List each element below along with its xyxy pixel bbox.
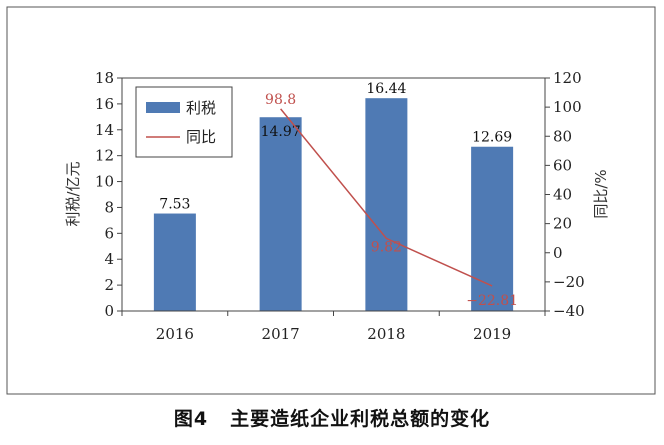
y-tick-label: 16 [95, 95, 114, 113]
y2-tick-label: 100 [553, 98, 582, 116]
left-axis-ticks: 0 2 4 6 8 10 12 14 16 18 [95, 69, 122, 320]
legend-line-label: 同比 [186, 128, 216, 146]
bar [153, 213, 196, 311]
y-tick-label: 12 [95, 147, 114, 165]
y-tick-label: 14 [95, 121, 114, 139]
legend-bar-label: 利税 [186, 99, 216, 117]
chart-frame [6, 6, 656, 395]
y-tick-label: 2 [104, 276, 114, 294]
line-value-label: 98.8 [265, 92, 296, 108]
line-path [280, 108, 493, 287]
bar [259, 117, 302, 311]
y-tick-label: 6 [104, 224, 114, 242]
bar-value-label: 14.97 [261, 124, 301, 140]
x-tick-label: 2018 [367, 325, 405, 343]
y-tick-label: 18 [95, 69, 114, 87]
bar-value-label: 16.44 [366, 81, 406, 97]
x-tick-label: 2017 [262, 325, 300, 343]
bar-value-label: 12.69 [472, 130, 512, 146]
line-value-label: 9.82 [371, 239, 402, 255]
y-tick-label: 8 [104, 198, 114, 216]
y2-tick-label: 20 [553, 215, 572, 233]
x-tick-label: 2019 [473, 325, 511, 343]
figure-number: 图4 [173, 408, 209, 430]
legend-bar-swatch [146, 102, 180, 113]
line-value-label: −22.81 [466, 293, 518, 309]
right-axis-ticks: −40 −20 0 20 40 60 80 100 120 [545, 69, 585, 320]
y2-tick-label: −40 [553, 302, 585, 320]
bar-value-label: 7.53 [159, 197, 190, 213]
plot-area-border [121, 77, 546, 312]
y-axis-label: 利税/亿元 [64, 161, 82, 226]
y2-tick-label: 80 [553, 127, 572, 145]
y2-tick-label: 0 [553, 244, 563, 262]
legend-box [135, 86, 233, 158]
y2-tick-label: 120 [553, 69, 582, 87]
bar [471, 146, 514, 311]
line-series: 98.8 9.82 −22.81 [265, 92, 518, 309]
figure-title: 主要造纸企业利税总额的变化 [230, 408, 491, 430]
y-tick-label: 10 [95, 173, 114, 191]
y2-tick-label: −20 [553, 273, 585, 291]
y2-tick-label: 40 [553, 186, 572, 204]
y-tick-label: 4 [104, 250, 114, 268]
bar-series: 7.53 14.97 16.44 12.69 [153, 81, 514, 312]
y2-axis-label: 同比/% [592, 169, 610, 218]
figure-caption: 图4 主要造纸企业利税总额的变化 [0, 404, 664, 431]
y-tick-label: 0 [104, 302, 114, 320]
x-axis-ticks: 2016 2017 2018 2019 [121, 311, 546, 343]
y2-tick-label: 60 [553, 156, 572, 174]
x-tick-label: 2016 [156, 325, 194, 343]
bar [365, 98, 408, 312]
legend: 利税 同比 [135, 86, 233, 158]
